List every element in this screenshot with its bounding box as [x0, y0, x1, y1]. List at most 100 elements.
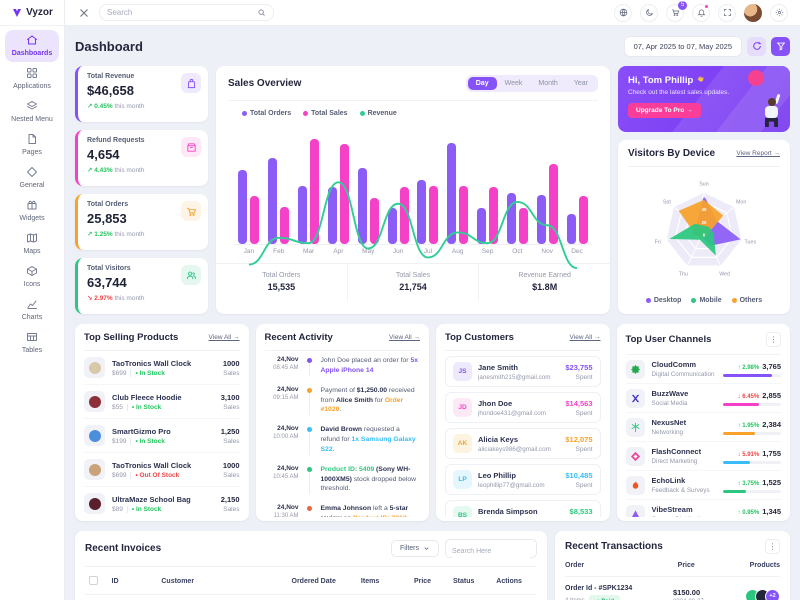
transactions-menu-button[interactable]: ⋮ — [765, 539, 780, 554]
view-report-link[interactable]: View Report → — [736, 150, 780, 157]
channel-change: ↑ 0.95% — [737, 509, 760, 516]
recent-invoices-title: Recent Invoices — [85, 543, 162, 554]
invoice-row: #SPK231JSJane Smithjanesmith215@gmail.co… — [85, 595, 537, 600]
channel-category: Direct Marketing — [651, 458, 698, 465]
radar-legend: Desktop Mobile Others — [628, 297, 780, 306]
date-range-picker[interactable]: 07, Apr 2025 to 07, May 2025 — [623, 35, 742, 57]
product-name: TaoTronics Wall Clock — [112, 358, 192, 368]
svg-text:Wed: Wed — [719, 272, 730, 278]
channel-value: 1,755 — [762, 448, 781, 458]
stat-change: ↗ 0.45% this month — [87, 103, 145, 110]
select-all-checkbox[interactable] — [89, 576, 98, 585]
stat-value: 4,654 — [87, 147, 120, 162]
sidebar-nav: Dashboards Applications Nested Menu Pages Ge… — [0, 26, 64, 363]
sidebar-item-charts[interactable]: Charts — [5, 294, 59, 326]
sales-footer-total-sales: Total Sales 21,754 — [348, 264, 480, 301]
view-all-activity-link[interactable]: View All → — [389, 334, 420, 341]
sidebar-item-tables[interactable]: Tables — [5, 327, 59, 359]
transaction-products: +2 — [745, 588, 780, 600]
sidebar-item-pages[interactable]: Pages — [5, 129, 59, 161]
x-tick: May — [362, 248, 375, 255]
top-customers-title: Top Customers — [445, 332, 514, 343]
x-tick: Apr — [333, 248, 344, 255]
recent-transactions-card: Recent Transactions ⋮ Order Price Products… — [555, 531, 790, 600]
settings-icon[interactable] — [770, 3, 788, 22]
activity-text: Emma Johnson left a 5-star review on Pro… — [320, 505, 409, 517]
view-all-customers-link[interactable]: View All → — [569, 334, 601, 341]
cart-icon[interactable]: 5 — [666, 0, 687, 22]
top-customers-card: Top Customers View All → JS Jane Smith jan… — [436, 324, 610, 521]
sidebar-item-nested-menu[interactable]: Nested Menu — [5, 96, 59, 128]
refresh-button[interactable] — [747, 36, 766, 56]
x-tick: Jan — [243, 248, 255, 255]
language-icon[interactable] — [614, 3, 632, 22]
invoice-search-input[interactable] — [452, 543, 530, 560]
filter-button[interactable] — [771, 36, 790, 56]
stat-label: Total Revenue — [87, 73, 135, 80]
trx-column-order: Order — [565, 562, 585, 569]
tab-year[interactable]: Year — [573, 80, 588, 87]
extra-products-badge: +2 — [765, 588, 780, 600]
svg-text:Mon: Mon — [736, 199, 746, 205]
channel-row: VibeStream Content Distribution ↑ 0.95%1,3… — [625, 500, 781, 517]
product-row: Club Fleece Hoodie $55 • In Stock 3,100 Sale… — [84, 385, 240, 419]
cart-badge: 5 — [678, 0, 687, 10]
sales-chart — [234, 125, 592, 270]
tab-week[interactable]: Week — [504, 80, 523, 87]
stat-value: $46,658 — [87, 83, 134, 98]
search-input[interactable] — [107, 8, 253, 17]
activity-timeline-dot — [305, 465, 315, 495]
legend-total-sales: Total Sales — [303, 110, 348, 117]
sidebar-item-general[interactable]: General — [5, 162, 59, 194]
customer-name: Leo Phillip — [478, 470, 516, 480]
fullscreen-icon[interactable] — [718, 3, 736, 22]
channel-change: ↓ 6.45% — [737, 393, 760, 400]
bar-group-dec — [562, 125, 592, 244]
customer-email: jhondoe431@gmail.com — [478, 409, 547, 417]
channels-menu-button[interactable]: ⋮ — [766, 332, 781, 347]
product-row: TaoTronics Wall Clock $699 • In Stock 1000 S… — [84, 351, 240, 385]
column-price: Price — [409, 569, 449, 595]
activity-timeline-dot — [305, 356, 315, 376]
sidebar-item-applications[interactable]: Applications — [5, 63, 59, 95]
svg-text:0: 0 — [703, 233, 706, 238]
tab-month[interactable]: Month — [538, 80, 558, 87]
product-subline: $199 • In Stock — [112, 437, 214, 445]
product-name: SmartGizmo Pro — [112, 426, 171, 436]
dark-mode-icon[interactable] — [640, 3, 658, 22]
customer-amount: $8,533 — [569, 506, 593, 516]
upgrade-pro-button[interactable]: Upgrade To Pro → — [628, 103, 701, 118]
sidebar-item-icons[interactable]: Icons — [5, 261, 59, 293]
activity-timestamp: 24,Nov 10:00 AM — [273, 425, 299, 441]
customer-amount: $10,485 — [565, 470, 593, 480]
products-list: TaoTronics Wall Clock $699 • In Stock 1000 S… — [84, 351, 240, 517]
flashconnect-logo-icon — [625, 446, 645, 466]
sales-footer-total-orders: Total Orders 15,535 — [216, 264, 348, 301]
channel-category: Networking — [651, 429, 684, 436]
invoice-id: #SPK231 — [108, 595, 158, 600]
channels-list: CloudComm Digital Communication ↑ 2.98% 3,7… — [625, 355, 781, 517]
sidebar-item-widgets[interactable]: Widgets — [5, 195, 59, 227]
close-icon[interactable] — [77, 6, 91, 20]
view-all-products-link[interactable]: View All → — [208, 334, 240, 341]
app-logo[interactable]: Vyzor — [0, 0, 64, 26]
grid-icon — [26, 67, 38, 81]
stat-value: 25,853 — [87, 211, 127, 226]
x-tick: Jun — [392, 248, 404, 255]
sidebar-item-label: Dashboards — [11, 50, 53, 57]
bar-group-nov — [532, 125, 562, 244]
notifications-icon[interactable] — [692, 3, 710, 22]
product-subline: $699 • Out Of Stock — [112, 471, 216, 479]
sidebar-item-dashboards[interactable]: Dashboards — [5, 30, 59, 62]
customer-name: Jane Smith — [478, 362, 519, 372]
activity-timestamp: 24,Nov 11:30 AM — [273, 504, 299, 517]
sidebar-item-maps[interactable]: Maps — [5, 228, 59, 260]
product-name: UltraMaze School Bag — [112, 494, 191, 504]
tab-day[interactable]: Day — [467, 77, 497, 90]
user-avatar[interactable] — [744, 3, 762, 22]
map-icon — [26, 232, 38, 246]
filters-button[interactable]: Filters — [390, 540, 439, 557]
channel-change: ↑ 1.95% — [737, 422, 760, 429]
transactions-columns: Order Price Products — [565, 554, 780, 577]
transaction-date: 2024-08-27 — [673, 599, 745, 600]
